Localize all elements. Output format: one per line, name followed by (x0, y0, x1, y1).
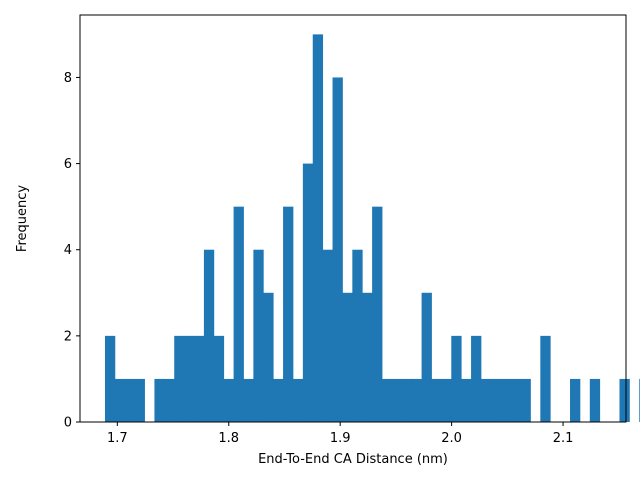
histogram-bar (302, 163, 314, 423)
histogram-bar (362, 292, 373, 422)
histogram-bar (312, 34, 324, 422)
x-tick-label: 2.0 (441, 431, 462, 446)
histogram-bar (382, 378, 393, 422)
histogram-bar (174, 335, 185, 422)
histogram-bar (263, 292, 274, 422)
plot-frame (79, 14, 627, 423)
histogram-bar (213, 335, 225, 422)
histogram-bar (332, 77, 343, 422)
y-tick-label: 4 (64, 243, 72, 258)
histogram-bar (104, 335, 116, 422)
y-tick-label: 6 (64, 157, 72, 172)
histogram-bar (114, 378, 126, 422)
histogram-bar (372, 206, 383, 422)
histogram-bar (391, 378, 403, 422)
x-axis-label: End-To-End CA Distance (nm) (258, 452, 448, 467)
histogram-bar (510, 378, 521, 422)
histogram-bar (292, 378, 304, 422)
histogram-bar (619, 378, 630, 422)
histogram-bar (184, 335, 195, 422)
histogram-bar (253, 249, 264, 422)
histogram-bar (431, 378, 442, 422)
y-tick-label: 2 (64, 329, 72, 344)
y-tick-label: 8 (64, 71, 72, 86)
histogram-bar (203, 249, 215, 422)
histogram-bar (500, 378, 512, 422)
y-ticks: 0 2 4 6 8 (64, 71, 80, 431)
histogram-bar (490, 378, 502, 422)
histogram-bar (134, 378, 145, 422)
x-tick-label: 1.9 (330, 431, 351, 446)
x-tick-label: 1.8 (218, 431, 239, 446)
histogram-bar (441, 378, 452, 422)
histogram-bar (164, 378, 175, 422)
x-tick-label: 1.7 (107, 431, 128, 446)
histogram-bar (154, 378, 165, 422)
histogram-bar (283, 206, 294, 422)
histogram-bar (520, 378, 531, 422)
histogram-bar (461, 378, 472, 422)
histogram-bar (322, 249, 333, 422)
histogram-bar (589, 378, 601, 422)
x-tick-label: 2.1 (553, 431, 574, 446)
histogram-bar (273, 378, 284, 422)
histogram-bar (243, 378, 254, 422)
histogram-bar (421, 292, 432, 422)
histogram-bar (401, 378, 413, 422)
y-tick-label: 0 (64, 416, 72, 431)
y-axis-label: Frequency (15, 185, 30, 252)
histogram-bar (124, 378, 136, 422)
histogram-bar (451, 335, 462, 422)
x-ticks: 1.7 1.8 1.9 2.0 2.1 (107, 422, 573, 446)
histogram-bar (411, 378, 422, 422)
histogram-bar (342, 292, 353, 422)
histogram-bar (233, 206, 244, 422)
histogram-bar (480, 378, 492, 422)
histogram-bar (570, 378, 581, 422)
histogram-bar (352, 249, 363, 422)
histogram-bar (223, 378, 234, 422)
bars-group (104, 34, 640, 423)
histogram-bar (194, 335, 205, 422)
histogram-bar (540, 335, 551, 422)
histogram-bar (471, 335, 482, 422)
